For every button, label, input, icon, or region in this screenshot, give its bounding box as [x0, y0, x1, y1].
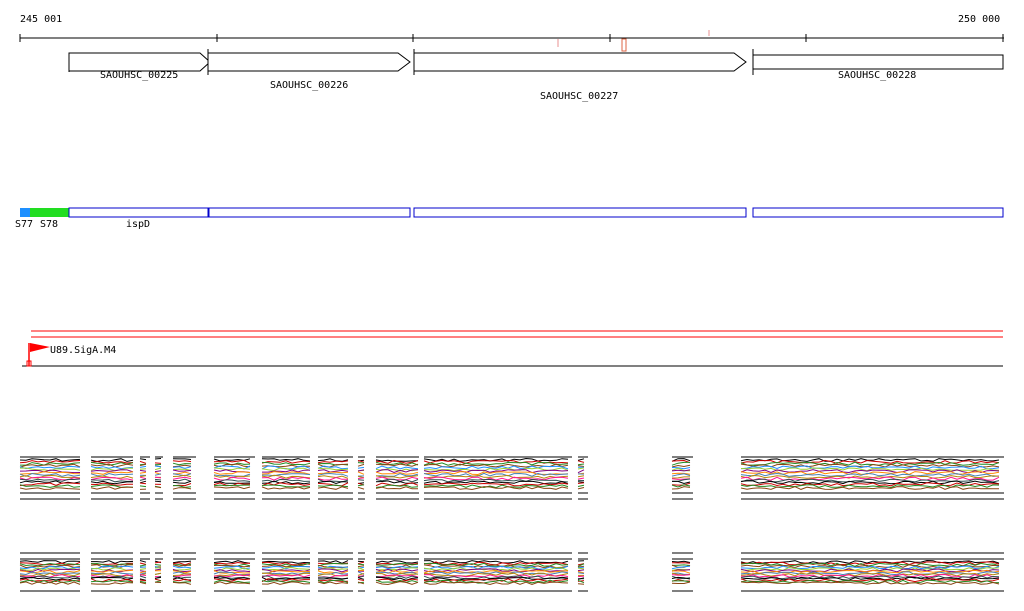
expression-block [423, 552, 572, 592]
gene-arrow-SAOUHSC_00227[interactable] [413, 52, 747, 72]
expression-block [740, 552, 1004, 592]
expression-block [261, 552, 311, 592]
expression-block [375, 456, 419, 500]
expression-block [317, 552, 353, 592]
expression-block [90, 456, 134, 500]
gene-box-SAOUHSC_00228[interactable] [752, 54, 1004, 70]
expression-block [423, 456, 572, 500]
gene-label[interactable]: SAOUHSC_00228 [838, 70, 917, 81]
promoter-track [22, 330, 1003, 367]
coordinate-ruler [19, 30, 1004, 52]
expression-block [19, 456, 81, 500]
expression-block [740, 456, 1004, 500]
gene-arrow-SAOUHSC_00226[interactable] [207, 52, 411, 72]
transcript-box[interactable] [413, 207, 747, 218]
expression-block [154, 552, 163, 592]
expression-block [154, 456, 163, 500]
transcript-segment-S78[interactable] [30, 208, 69, 217]
promoter-label[interactable]: U89.SigA.M4 [50, 345, 117, 356]
gene-label[interactable]: SAOUHSC_00226 [270, 80, 349, 91]
transcript-gene-label: ispD [126, 219, 151, 230]
expression-block [671, 456, 693, 500]
transcript-box[interactable] [208, 207, 411, 218]
expression-block [213, 552, 255, 592]
expression-block [19, 552, 81, 592]
gene-track [68, 49, 1004, 75]
transcript-label-S77: S77 [15, 219, 34, 230]
expression-block [213, 456, 255, 500]
coverage-mark [621, 38, 627, 52]
expression-block [172, 456, 196, 500]
expression-panels [19, 456, 1004, 592]
expression-block [577, 456, 588, 500]
expression-block [261, 456, 311, 500]
transcript-box[interactable] [752, 207, 1004, 218]
coverage-mark [708, 30, 710, 36]
promoter-flag-icon[interactable] [26, 343, 50, 367]
expression-block [577, 552, 588, 592]
transcript-track [20, 207, 1004, 218]
expression-block [357, 552, 365, 592]
expression-block [139, 552, 150, 592]
gene-label[interactable]: SAOUHSC_00225 [100, 70, 179, 81]
coordinate-end-label: 250 000 [958, 14, 1001, 25]
transcript-segment-S77[interactable] [20, 208, 30, 217]
transcript-label-S78: S78 [40, 219, 59, 230]
expression-block [357, 456, 365, 500]
coverage-mark [557, 39, 559, 47]
expression-block [172, 552, 196, 592]
expression-block [139, 456, 150, 500]
gene-label[interactable]: SAOUHSC_00227 [540, 91, 619, 102]
expression-block [671, 552, 693, 592]
expression-block [90, 552, 134, 592]
expression-block [317, 456, 353, 500]
coordinate-start-label: 245 001 [20, 14, 63, 25]
transcript-box[interactable] [68, 207, 209, 218]
gene-arrow-SAOUHSC_00225[interactable] [68, 52, 211, 72]
expression-block [375, 552, 419, 592]
